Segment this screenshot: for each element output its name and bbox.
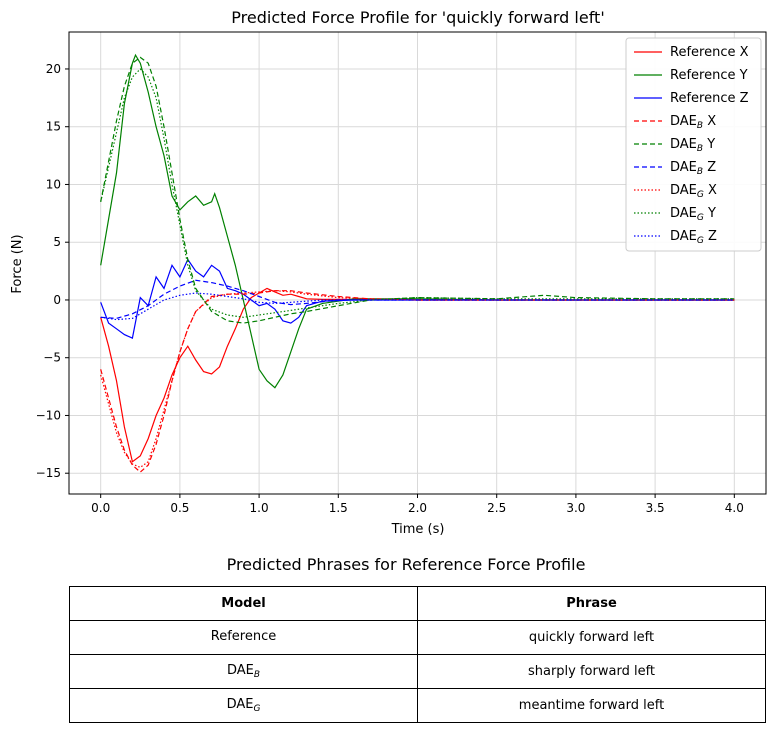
model-cell: Reference — [69, 620, 418, 655]
chart-title: Predicted Force Profile for 'quickly for… — [231, 8, 604, 27]
axis-ticks: 0.0 0.5 1.0 1.5 2.0 2.5 3.0 3.5 4.0 −15 −10 −5 0 5 10 1… — [36, 62, 744, 515]
x-tick-label: 3.0 — [566, 501, 585, 515]
series-line-reference-y — [100, 53, 735, 389]
table-row: DAEG meantime forward left — [69, 688, 766, 723]
y-axis-label: Force (N) — [10, 234, 25, 293]
header-phrase: Phrase — [417, 586, 766, 621]
x-tick-label: 1.5 — [329, 501, 348, 515]
series-lines — [100, 53, 735, 473]
series-line-dae-b-y — [100, 56, 735, 324]
table-header-row: Model Phrase — [69, 586, 766, 621]
series-line-dae-g-z — [100, 292, 735, 321]
y-tick-label: −15 — [36, 466, 61, 480]
x-tick-label: 0.0 — [91, 501, 110, 515]
phrase-cell: quickly forward left — [417, 620, 766, 655]
y-tick-label: −5 — [43, 351, 61, 365]
legend-label: Reference Z — [670, 91, 749, 106]
y-tick-label: −10 — [36, 408, 61, 422]
model-cell: DAEG — [69, 688, 418, 723]
x-axis-label: Time (s) — [391, 522, 445, 537]
x-tick-label: 2.5 — [487, 501, 506, 515]
phrase-cell: sharply forward left — [417, 654, 766, 689]
phrase-cell: meantime forward left — [417, 688, 766, 723]
phrase-table: Model Phrase Reference quickly forward l… — [69, 586, 766, 723]
x-tick-label: 0.5 — [170, 501, 189, 515]
legend-box — [625, 37, 762, 252]
legend-label: Reference X — [670, 45, 749, 60]
series-line-dae-g-x — [100, 290, 735, 469]
phrase-table-title: Predicted Phrases for Reference Force Pr… — [226, 555, 586, 574]
force-profile-chart: Predicted Force Profile for 'quickly for… — [10, 8, 767, 537]
legend-label: DAEG X — [670, 183, 717, 200]
x-tick-label: 4.0 — [725, 501, 744, 515]
legend-label: DAEB Z — [670, 160, 716, 177]
y-tick-label: 5 — [53, 235, 61, 249]
model-cell: DAEB — [69, 654, 418, 689]
y-tick-label: 10 — [46, 177, 61, 191]
x-tick-label: 3.5 — [646, 501, 665, 515]
table-row: DAEB sharply forward left — [69, 654, 766, 689]
y-tick-label: 15 — [46, 120, 61, 134]
table-row: Reference quickly forward left — [69, 620, 766, 655]
x-tick-label: 1.0 — [250, 501, 269, 515]
y-tick-label: 20 — [46, 62, 61, 76]
legend-label: DAEG Z — [670, 229, 717, 246]
legend-label: DAEB X — [670, 114, 716, 131]
legend-label: DAEB Y — [670, 137, 715, 154]
y-tick-label: 0 — [53, 293, 61, 307]
x-tick-label: 2.0 — [408, 501, 427, 515]
legend-label: DAEG Y — [670, 206, 716, 223]
chart-legend: Reference X Reference Y Reference Z DAEB X D… — [625, 37, 762, 252]
header-model: Model — [69, 586, 418, 621]
legend-label: Reference Y — [670, 68, 748, 83]
